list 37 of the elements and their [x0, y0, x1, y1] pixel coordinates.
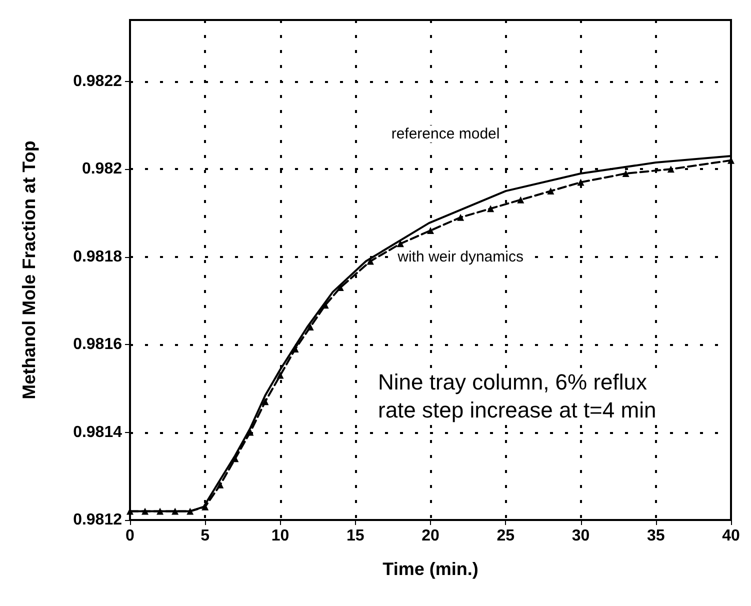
x-tick-label: 35: [646, 528, 665, 544]
point: [156, 508, 164, 515]
point: [547, 188, 554, 195]
x-tick-label: 5: [200, 528, 210, 544]
point: [622, 170, 630, 178]
point: [577, 178, 584, 186]
y-tick-label: 0.9818: [73, 248, 122, 266]
point: [262, 398, 269, 406]
point: [396, 240, 404, 248]
point: [517, 196, 524, 204]
point: [487, 205, 494, 212]
x-tick-label: 40: [722, 528, 740, 544]
y-tick-label: 0.982: [82, 160, 122, 178]
x-tick-label: 0: [126, 528, 135, 544]
point: [427, 227, 434, 234]
point: [667, 166, 674, 173]
x-tick-label: 10: [271, 528, 290, 544]
point: [276, 372, 284, 379]
annotation: reference model: [391, 126, 500, 143]
x-tick-label: 20: [422, 528, 440, 544]
x-axis-title: Time (min.): [382, 559, 478, 579]
y-tick-label: 0.9816: [73, 336, 122, 354]
point: [457, 214, 464, 221]
y-tick-label: 0.9812: [73, 512, 122, 528]
annotation: Nine tray column, 6% reflux rate step increase at t=4 min: [378, 370, 656, 422]
x-tick-label: 15: [346, 528, 364, 544]
point: [246, 428, 254, 436]
point: [172, 508, 179, 515]
point: [216, 481, 224, 488]
y-axis-title: Methanol Mole Fraction at Top: [19, 140, 39, 400]
y-tick-label: 0.9814: [73, 424, 122, 441]
y-tick-label: 0.9822: [73, 72, 122, 90]
x-tick-label: 25: [496, 528, 515, 544]
annotation: with weir dynamics: [396, 248, 524, 266]
point: [306, 324, 314, 331]
x-tick-label: 30: [572, 528, 590, 544]
point: [142, 508, 149, 515]
